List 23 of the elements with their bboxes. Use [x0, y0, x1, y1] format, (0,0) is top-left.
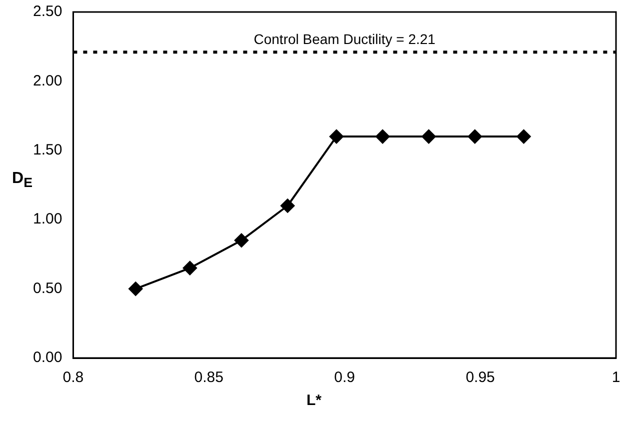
y-tick-label: 2.50: [32, 3, 62, 20]
point: [468, 130, 482, 144]
ref-line-label: Control Beam Ductility = 2.21: [254, 30, 436, 47]
x-axis-title: L*: [306, 392, 322, 409]
point: [280, 198, 295, 213]
x-tick-label: 0.8: [62, 369, 84, 386]
y-tick-label: 2.00: [32, 72, 62, 90]
point: [422, 130, 436, 144]
point: [234, 233, 248, 248]
x-tick-label: 0.85: [194, 369, 224, 386]
y-tick-label: 0.00: [32, 349, 62, 366]
point: [329, 130, 344, 144]
x-tick-label: 0.95: [466, 369, 495, 386]
point: [128, 282, 143, 296]
x-tick-label: 0.9: [334, 369, 356, 386]
point: [182, 261, 197, 276]
y-tick-label: 1.00: [32, 210, 62, 228]
x-tick-label: 1: [612, 369, 620, 386]
point: [376, 130, 390, 144]
y-axis-title: D$_{E}$: [12, 170, 32, 190]
point: [516, 130, 531, 144]
y-tick-label: 1.50: [32, 142, 62, 159]
y-tick-label: 0.50: [32, 280, 62, 297]
